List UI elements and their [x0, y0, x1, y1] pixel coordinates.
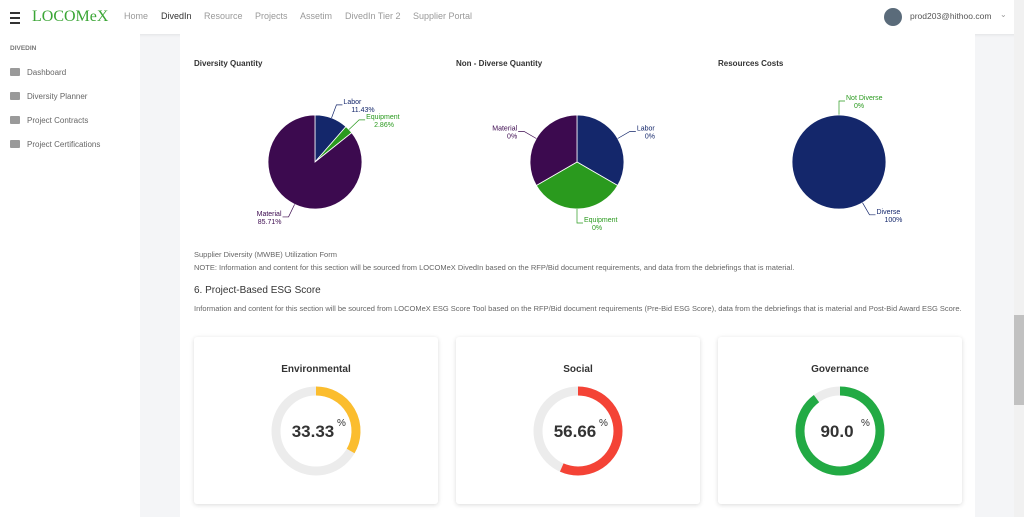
gauge-arc [795, 386, 885, 476]
chart-title: Diversity Quantity [194, 59, 263, 68]
slice-label: Not Diverse [846, 95, 883, 102]
slice-value: 0% [645, 134, 655, 141]
pie-slice [535, 161, 619, 210]
slice-value: 0% [854, 103, 864, 110]
esg-text: Information and content for this section… [194, 304, 962, 313]
nav-link[interactable]: DivedIn Tier 2 [345, 11, 401, 21]
nav-link[interactable]: Supplier Portal [413, 11, 473, 21]
chart-title: Resources Costs [718, 59, 784, 68]
pie-slice [267, 114, 363, 210]
gauge-unit: % [861, 418, 870, 429]
leader-line [282, 204, 295, 218]
leader-line [331, 104, 343, 119]
avatar[interactable] [884, 8, 902, 26]
gauge-card [456, 337, 700, 504]
nav-link[interactable]: DivedIn [161, 11, 192, 21]
slice-value: 100% [885, 217, 903, 224]
slice-label: Equipment [366, 114, 400, 121]
slice-label: Material [257, 211, 282, 218]
slice-label: Labor [343, 99, 362, 106]
pie-slice [576, 114, 625, 187]
leader-line [518, 131, 537, 139]
slice-label: Equipment [584, 217, 618, 224]
gauge-title: Environmental [281, 364, 351, 375]
form-note: NOTE: Information and content for this s… [194, 263, 795, 272]
slice-value: 0% [507, 134, 517, 141]
nav-link[interactable]: Home [124, 11, 149, 21]
leader-line [838, 100, 845, 115]
chart-title: Non - Diverse Quantity [456, 59, 543, 68]
sidebar-icon [10, 92, 20, 100]
slice-value: 2.86% [374, 122, 394, 129]
slice-value: 85.71% [258, 219, 282, 226]
pie-slice [791, 114, 887, 210]
sidebar-icon [10, 140, 20, 148]
nav-link[interactable]: Assetim [300, 11, 333, 21]
slice-label: Diverse [877, 209, 901, 216]
slice-label: Material [492, 126, 517, 133]
leader-line [576, 209, 583, 224]
top-bar: LOCOMeX Home DivedIn Resource Projects Asset… [0, 0, 1024, 34]
sidebar-link[interactable]: Project Contracts [27, 116, 89, 125]
gauge-card [718, 337, 962, 504]
leader-line [348, 119, 366, 130]
slice-value: 11.43% [351, 107, 374, 114]
user-caret[interactable]: ⌄ [1000, 10, 1007, 19]
nav-link[interactable]: Projects [255, 11, 288, 21]
leader-line [617, 131, 636, 139]
sidebar-link[interactable]: Project Certifications [27, 140, 101, 149]
gauge-arc [559, 386, 623, 476]
nav-link[interactable]: Resource [204, 11, 243, 21]
sidebar-link[interactable]: Dashboard [27, 68, 67, 77]
form-title: Supplier Diversity (MWBE) Utilization Fo… [194, 250, 337, 259]
sidebar: DIVEDIN Dashboard Diversity Planner Projec… [0, 34, 140, 517]
logo[interactable]: LOCOMeX [32, 8, 109, 25]
gauge-value: 33.33 [292, 422, 335, 441]
sidebar-section: DIVEDIN [10, 45, 37, 52]
slice-value: 0% [592, 225, 602, 232]
gauge-value: 90.0 [820, 422, 853, 441]
menu-button[interactable] [10, 12, 20, 24]
gauge-unit: % [337, 418, 346, 429]
sidebar-icon [10, 116, 20, 124]
user-email[interactable]: prod203@hithoo.com [910, 11, 992, 21]
gauge-unit: % [599, 418, 608, 429]
leader-line [862, 202, 876, 216]
sidebar-link[interactable]: Diversity Planner [27, 92, 88, 101]
slice-label: Labor [637, 126, 656, 133]
gauge-title: Governance [811, 364, 869, 375]
gauge-title: Social [563, 364, 593, 375]
sidebar-icon [10, 68, 20, 76]
esg-heading: 6. Project-Based ESG Score [194, 285, 321, 296]
gauge-card [194, 337, 438, 504]
gauge-arc [315, 386, 361, 454]
pie-slice [529, 114, 578, 187]
scrollbar[interactable] [1014, 0, 1024, 517]
gauge-value: 56.66 [554, 422, 597, 441]
